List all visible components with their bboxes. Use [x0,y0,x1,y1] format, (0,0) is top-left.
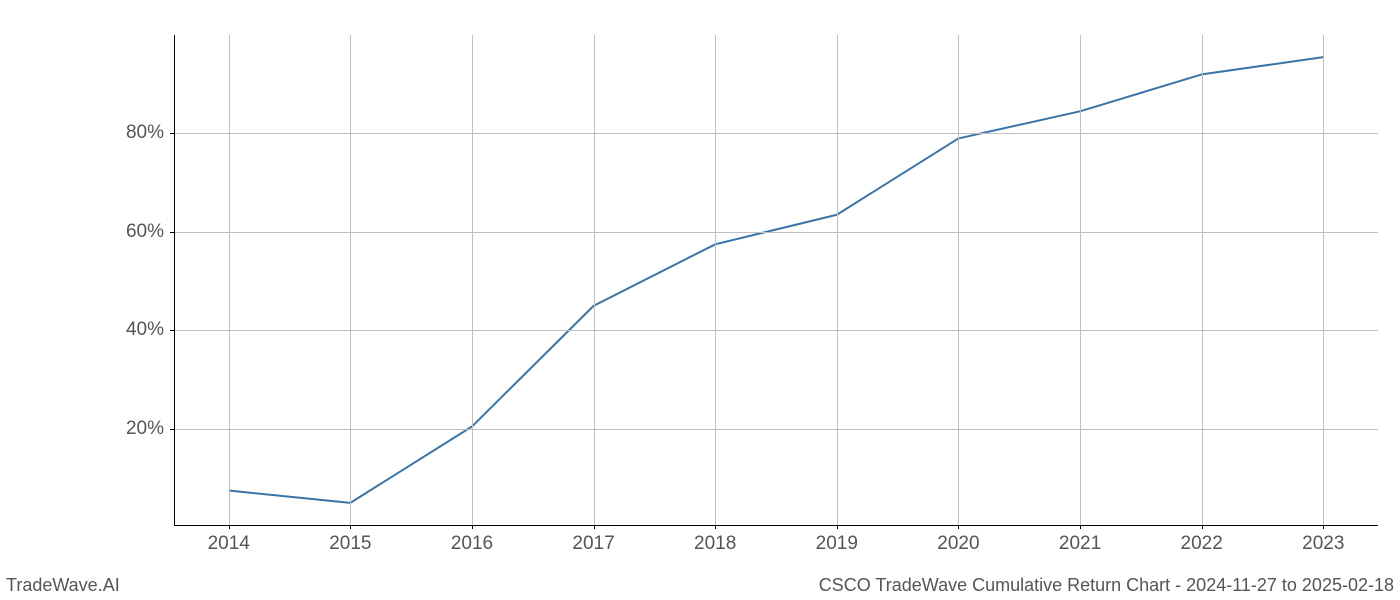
line-series [174,35,1378,525]
x-tick-label: 2017 [572,533,614,555]
grid-line-v [1080,35,1081,525]
y-tick-label: 40% [126,319,164,341]
grid-line-v [472,35,473,525]
grid-line-h [174,429,1378,430]
y-tick-label: 20% [126,418,164,440]
x-tick-label: 2021 [1059,533,1101,555]
grid-line-v [594,35,595,525]
grid-line-v [350,35,351,525]
x-tick-label: 2023 [1302,533,1344,555]
grid-line-h [174,330,1378,331]
plot-area [174,35,1378,525]
chart-container: TradeWave.AI CSCO TradeWave Cumulative R… [0,0,1400,600]
grid-line-v [715,35,716,525]
grid-line-v [837,35,838,525]
footer-right: CSCO TradeWave Cumulative Return Chart -… [819,575,1394,596]
x-tick-label: 2018 [694,533,736,555]
y-tick-label: 60% [126,221,164,243]
grid-line-h [174,133,1378,134]
y-tick-label: 80% [126,122,164,144]
x-tick-label: 2019 [816,533,858,555]
x-axis-spine [174,525,1378,526]
grid-line-h [174,232,1378,233]
x-tick-label: 2020 [937,533,979,555]
footer-left: TradeWave.AI [6,575,120,596]
x-tick-label: 2014 [208,533,250,555]
y-axis-spine [174,35,175,525]
grid-line-v [1323,35,1324,525]
x-tick-label: 2015 [329,533,371,555]
grid-line-v [229,35,230,525]
grid-line-v [1202,35,1203,525]
x-tick-label: 2022 [1181,533,1223,555]
x-tick-label: 2016 [451,533,493,555]
grid-line-v [958,35,959,525]
